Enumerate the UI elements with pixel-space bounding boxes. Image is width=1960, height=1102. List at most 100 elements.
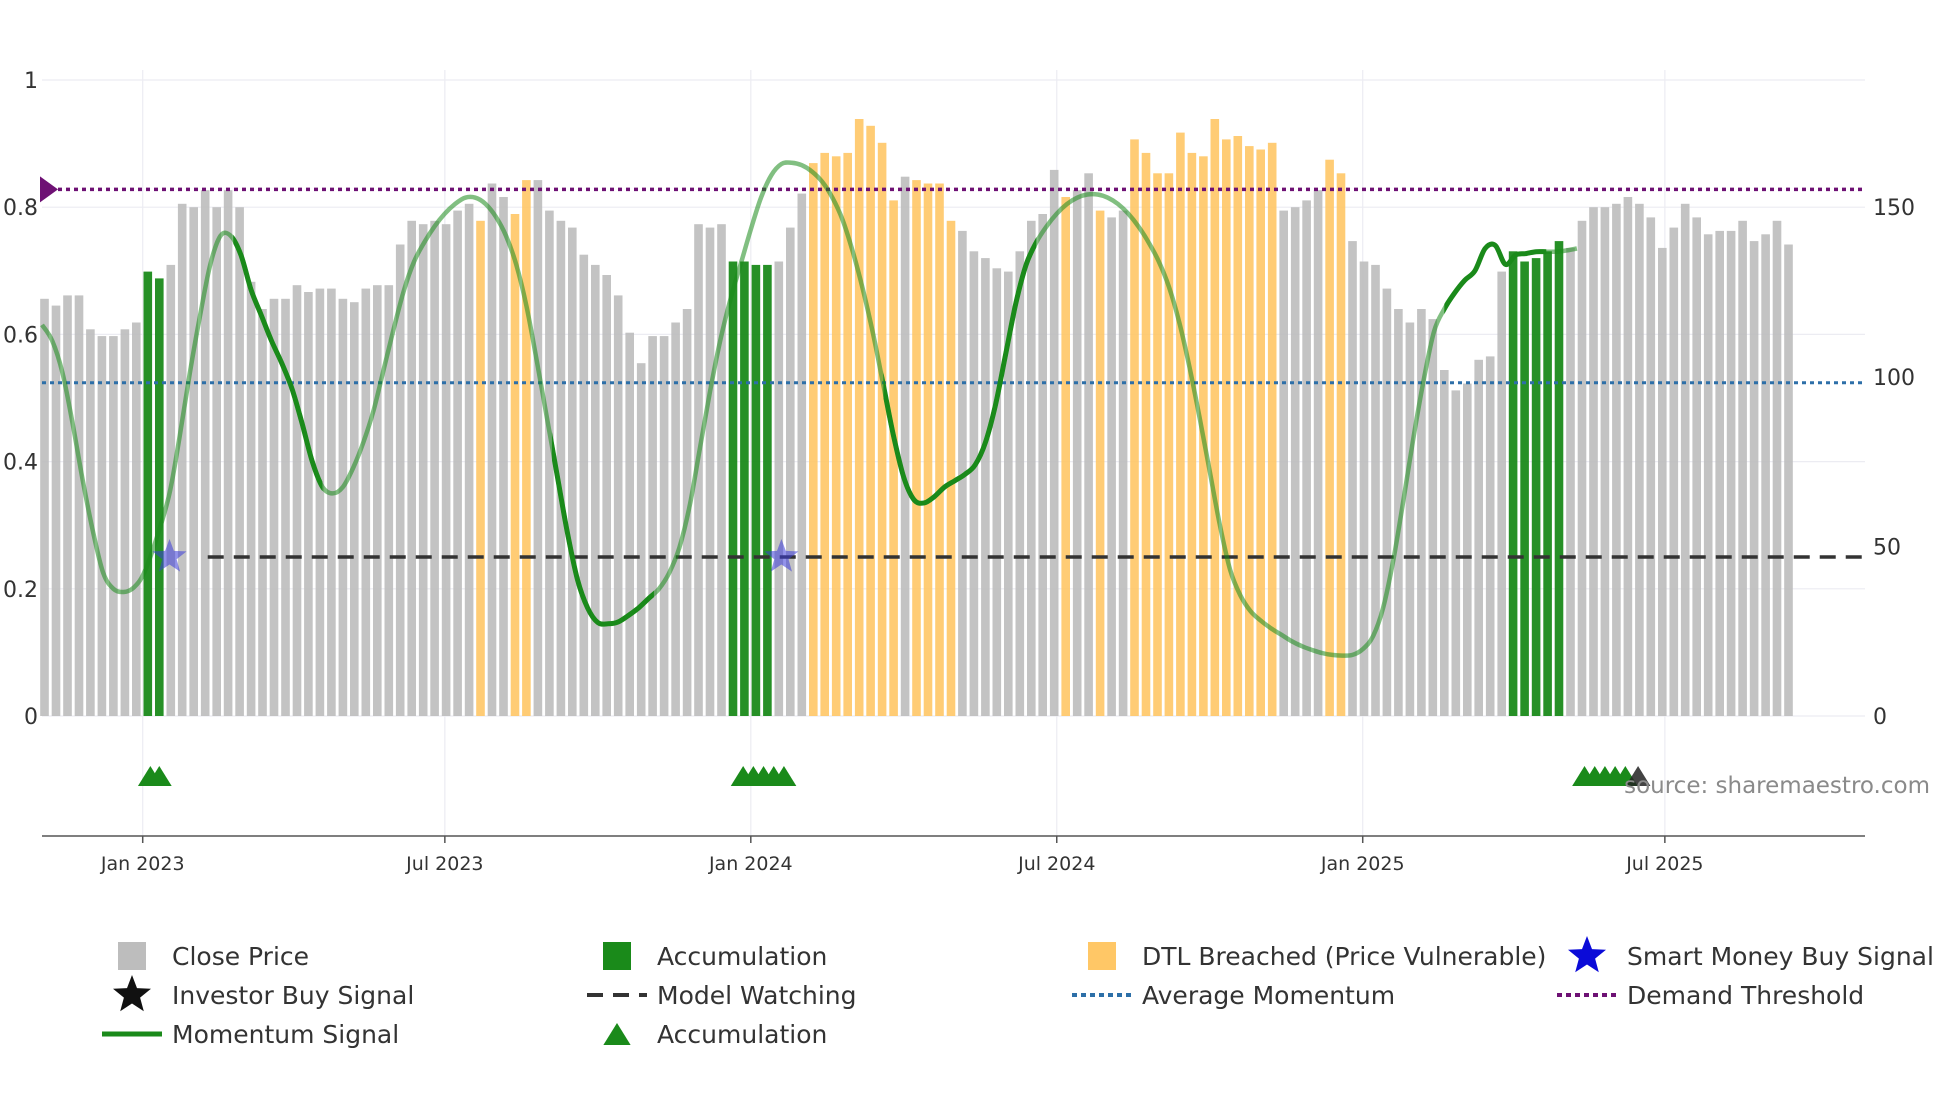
bar-close [1646,217,1656,716]
bar-close [1692,217,1701,716]
bar-close [315,288,325,716]
bar-close [1428,319,1438,716]
bar-dtl [923,183,933,716]
bar-dtl [889,200,898,716]
legend-label: Average Momentum [1142,981,1395,1010]
legend-item: Momentum Signal [102,1020,399,1049]
legend-item: Close Price [118,942,309,971]
bar-dtl [866,125,875,717]
legend-item: Accumulation [603,1020,827,1049]
bar-close [1485,356,1495,716]
legend-label: Momentum Signal [172,1020,399,1049]
legend-swatch [603,942,631,970]
bar-close [786,227,795,716]
bar-close [1084,173,1093,717]
bar-close [636,363,646,716]
bar-close [338,298,348,716]
bar-close [1313,190,1323,716]
bar-acc [740,261,749,716]
bar-close [407,220,416,717]
bar-close [350,302,359,716]
x-tick-label: Jul 2025 [1625,853,1703,875]
bar-dtl [831,156,841,717]
bar-acc [1520,261,1529,716]
bar-close [969,251,979,717]
bar-dtl [1210,119,1220,716]
legend-label: DTL Breached (Price Vulnerable) [1142,942,1546,971]
bar-dtl [1061,197,1070,716]
bar-dtl [935,183,944,716]
legend-item: Accumulation [603,942,827,971]
bar-dtl [1245,146,1254,717]
bar-close [1658,247,1667,716]
bar-close [40,298,49,716]
left-tick-label: 1 [24,69,38,94]
bar-close [568,227,577,716]
bar-close [361,288,371,716]
lines-layer [40,160,1865,658]
accumulation-triangle [146,766,172,786]
bar-close [1715,230,1724,716]
bar-close [1451,390,1461,716]
right-tick-label: 50 [1873,535,1901,560]
bar-close [705,227,715,716]
left-tick-label: 0.4 [3,451,38,476]
bar-close [464,203,474,717]
bar-close [246,281,256,716]
bar-close [545,210,554,716]
legend-label: Accumulation [657,1020,827,1049]
investor-triangle [1625,766,1651,786]
legend-label: Smart Money Buy Signal [1627,942,1934,971]
accumulation-triangle [771,766,797,786]
bar-close [223,190,233,716]
bar-close [1497,271,1506,716]
bar-dtl [843,152,852,716]
legend-label: Accumulation [657,942,827,971]
x-tick-label: Jul 2023 [405,853,483,875]
bar-close [1118,210,1128,716]
legend-item: Investor Buy Signal [113,975,414,1012]
bar-close [74,295,84,716]
bar-close [177,203,187,717]
bar-close [900,176,910,716]
bar-close [1394,309,1403,716]
bar-dtl [1325,159,1334,716]
bar-close [441,224,451,716]
bar-close [1302,200,1311,716]
left-tick-label: 0 [24,705,38,730]
source-note: source: sharemaestro.com [1624,773,1930,799]
bar-close [418,224,428,716]
legend-triangle-icon [603,1023,631,1045]
bar-close [981,258,990,716]
x-tick-label: Jan 2023 [100,853,185,875]
bar-close [1382,288,1392,716]
bar-close [1405,322,1415,716]
bar-close [1600,207,1610,716]
bar-close [1038,214,1047,716]
bar-close [395,244,405,716]
bar-close [625,332,634,716]
bar-close [499,197,508,716]
bar-close [51,305,61,716]
bar-close [1290,207,1300,716]
bar-close [1371,264,1380,716]
bar-close [1784,244,1793,716]
bar-dtl [1256,149,1265,716]
bar-close [109,336,118,716]
bar-dtl [809,163,818,717]
bar-acc [1531,258,1541,716]
bar-close [1004,271,1013,716]
bar-close [1669,227,1679,716]
bar-dtl [1222,139,1231,716]
bar-close [235,207,244,716]
bar-dtl [1153,173,1162,717]
bar-dtl [1095,210,1105,716]
bar-close [1635,203,1644,717]
bar-acc [143,271,153,716]
bar-dtl [510,214,520,716]
bar-dtl [912,180,921,717]
bar-close [258,309,267,716]
bar-close [384,285,394,716]
bar-close [613,295,623,716]
legend-swatch [1088,942,1116,970]
